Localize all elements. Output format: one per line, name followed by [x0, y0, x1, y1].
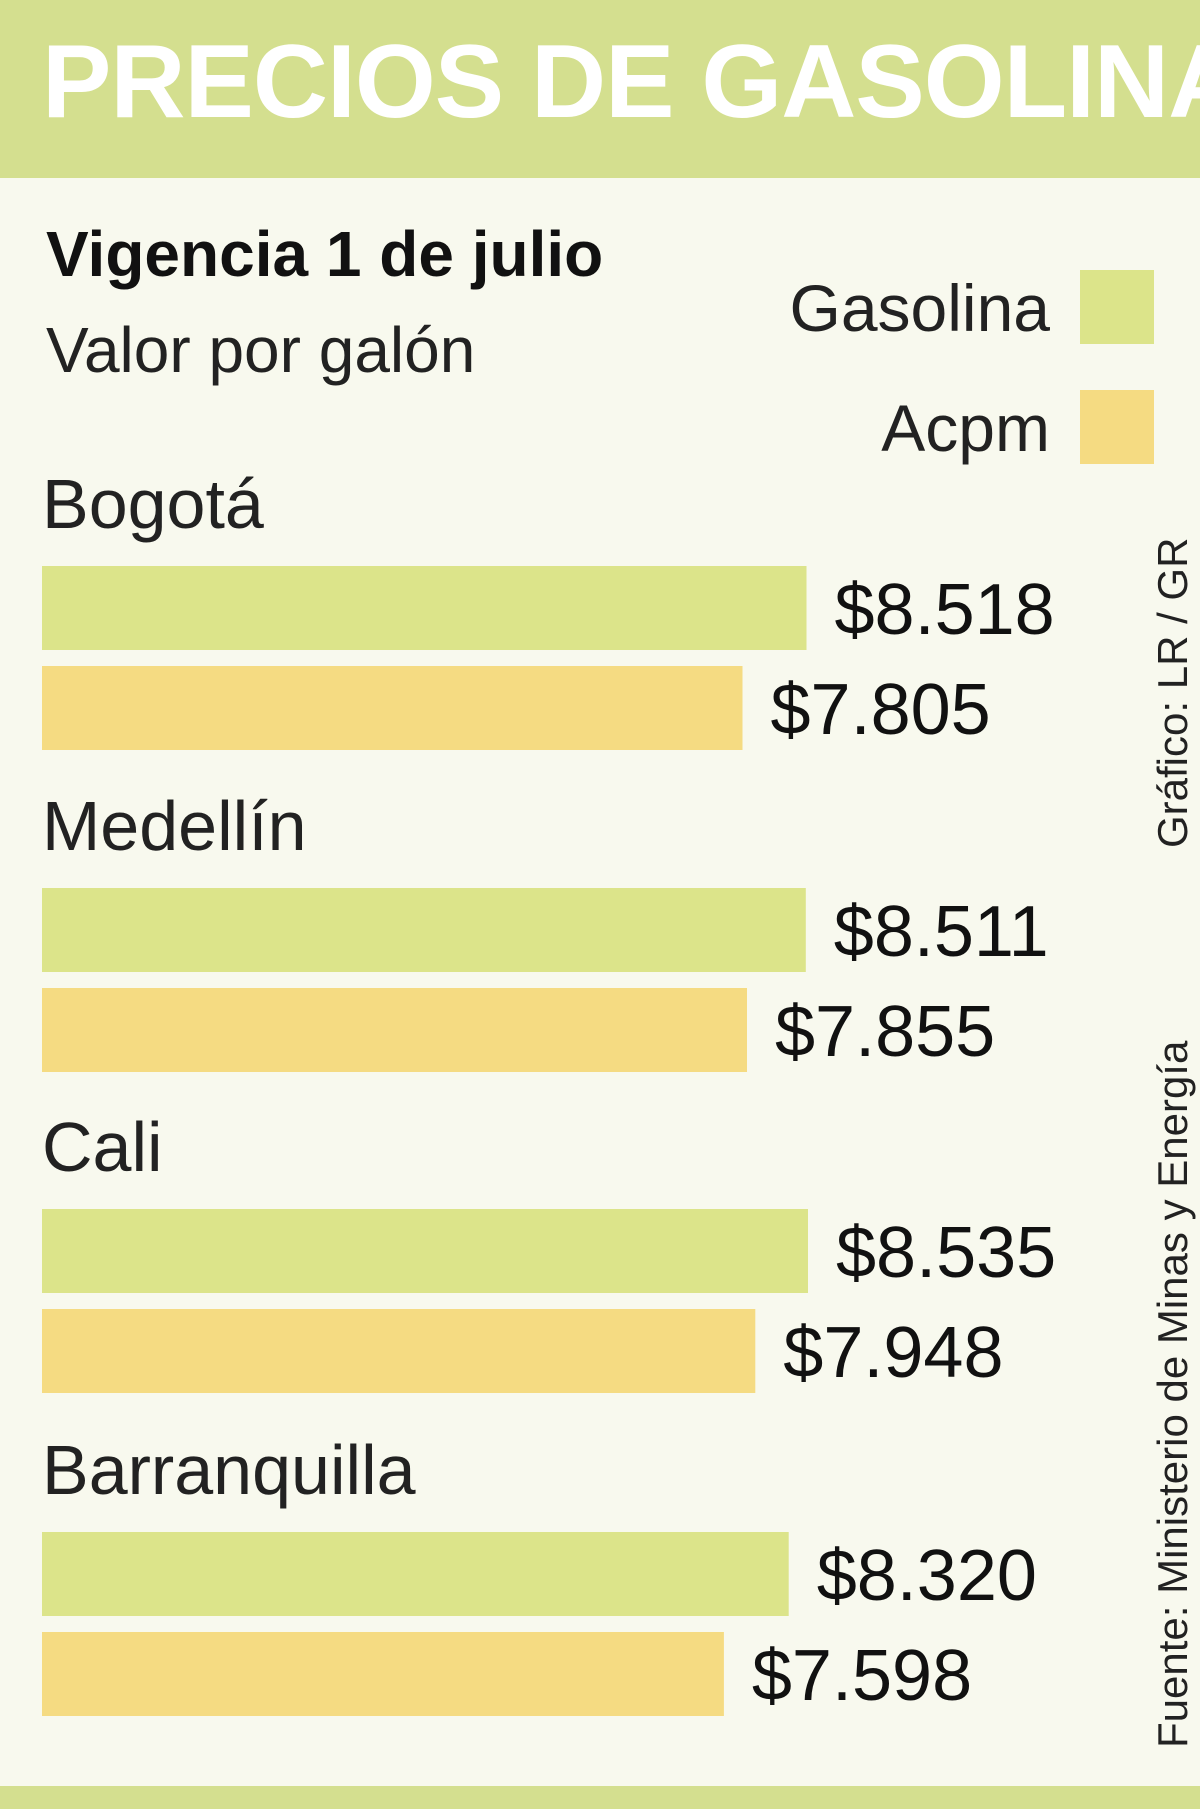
legend-item-gasolina: Gasolina — [0, 270, 1200, 346]
value-label-gasolina-bogota: $8.518 — [835, 570, 1055, 650]
bar-gasolina-medellin — [42, 888, 806, 972]
bar-acpm-bogota — [42, 666, 743, 750]
value-label-acpm-bogota: $7.805 — [771, 670, 991, 750]
footer-bar — [0, 1786, 1200, 1809]
bar-acpm-medellin — [42, 988, 747, 1072]
source-credit: Fuente: Ministerio de Minas y Energía — [1149, 1040, 1196, 1748]
bar-gasolina-barranquilla — [42, 1532, 789, 1616]
bar-acpm-cali — [42, 1309, 756, 1393]
chart-title: PRECIOS DE GASOLINA — [42, 24, 1200, 140]
value-label-gasolina-medellin: $8.511 — [834, 892, 1049, 972]
graphic-credit: Gráfico: LR / GR — [1149, 537, 1196, 848]
bar-gasolina-bogota — [42, 566, 807, 650]
category-label-cali: Cali — [42, 1108, 163, 1186]
chart-subtitle: Vigencia 1 de julio — [46, 218, 604, 290]
legend-label-acpm: Acpm — [881, 391, 1050, 465]
category-label-barranquilla: Barranquilla — [42, 1431, 416, 1509]
bar-acpm-barranquilla — [42, 1632, 724, 1716]
value-label-gasolina-cali: $8.535 — [836, 1213, 1056, 1293]
value-label-gasolina-barranquilla: $8.320 — [817, 1536, 1037, 1616]
bar-gasolina-cali — [42, 1209, 808, 1293]
value-label-acpm-barranquilla: $7.598 — [752, 1636, 972, 1716]
legend-swatch-acpm — [1080, 390, 1154, 464]
legend-swatch-gasolina — [1080, 270, 1154, 344]
category-label-medellin: Medellín — [42, 787, 307, 865]
value-label-acpm-cali: $7.948 — [783, 1313, 1003, 1393]
legend-label-gasolina: Gasolina — [789, 271, 1051, 345]
header-banner: PRECIOS DE GASOLINA — [0, 0, 1200, 178]
unit-label: Valor por galón — [46, 314, 476, 386]
value-label-acpm-medellin: $7.855 — [775, 992, 995, 1072]
legend-item-acpm: Acpm — [0, 390, 1200, 466]
category-label-bogota: Bogotá — [42, 465, 264, 543]
